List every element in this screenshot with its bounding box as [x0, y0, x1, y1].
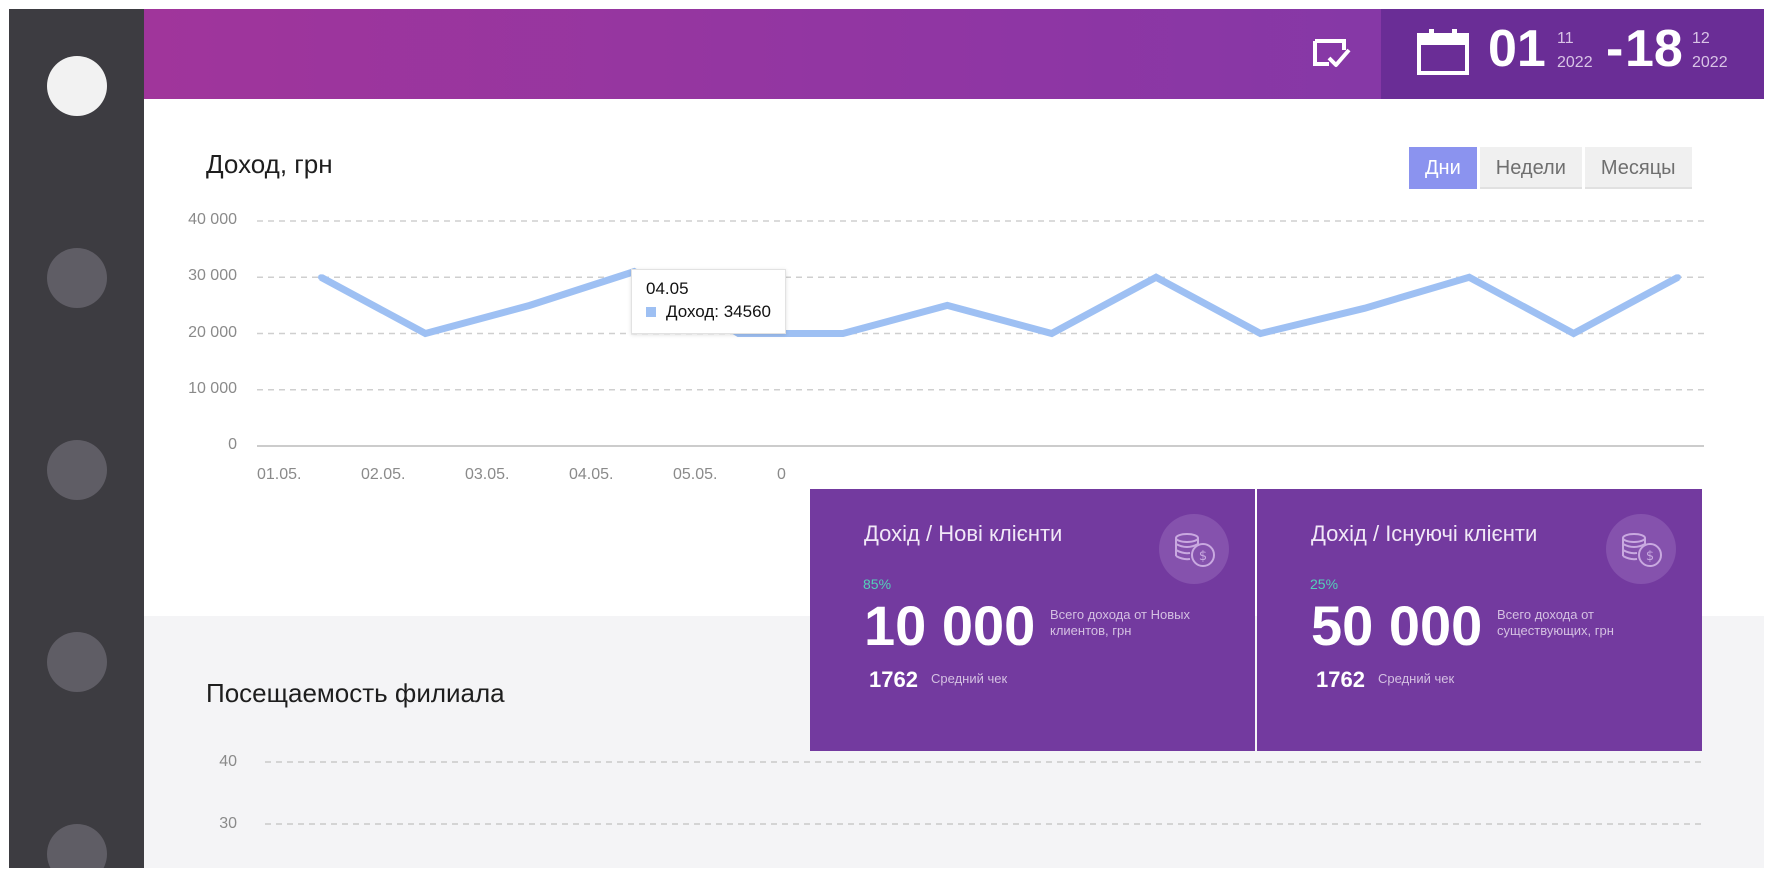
- tab-months[interactable]: Месяцы: [1584, 147, 1692, 189]
- card-description: Всего дохода от существующих, грн: [1497, 607, 1614, 638]
- x-tick-label: 03.05.: [465, 466, 510, 483]
- card-description: Всего дохода от Новых клиентов, грн: [1050, 607, 1190, 638]
- data-point[interactable]: [1361, 305, 1368, 312]
- chart-tooltip: 04.05 Доход: 34560: [631, 269, 786, 334]
- card-percent: 25%: [1310, 576, 1339, 592]
- income-title: Доход, грн: [206, 149, 333, 179]
- data-point[interactable]: [1153, 274, 1160, 281]
- data-point[interactable]: [422, 330, 429, 337]
- header-bar: 01 11 2022 - 18 12 2022: [144, 9, 1764, 99]
- date-range-picker[interactable]: 01 11 2022 - 18 12 2022: [1381, 9, 1764, 99]
- card-avg-value: 1762: [869, 667, 918, 692]
- date-separator: -: [1606, 20, 1624, 78]
- data-point[interactable]: [318, 274, 324, 281]
- data-point[interactable]: [1466, 274, 1473, 281]
- x-tick-label: 04.05.: [569, 466, 614, 483]
- data-point[interactable]: [1675, 274, 1681, 281]
- date-from-year: 2022: [1557, 54, 1593, 71]
- x-tick-label: 05.05.: [673, 466, 718, 483]
- sidebar-item-4[interactable]: [47, 632, 107, 692]
- coins-icon: $: [1606, 514, 1676, 584]
- data-point[interactable]: [839, 330, 846, 337]
- calendar-icon: [1417, 29, 1469, 75]
- attendance-y-tick: 30: [219, 815, 237, 832]
- y-tick-label: 10 000: [188, 379, 237, 397]
- sidebar-item-1[interactable]: [47, 56, 107, 116]
- sidebar-item-5[interactable]: [47, 824, 107, 868]
- tab-weeks[interactable]: Недели: [1479, 147, 1582, 189]
- attendance-y-tick: 40: [219, 753, 237, 770]
- date-to-month: 12: [1692, 30, 1710, 47]
- tooltip-date: 04.05: [646, 279, 689, 298]
- period-tabs: Дни Недели Месяцы: [1409, 147, 1692, 189]
- date-to-day: 18: [1625, 20, 1683, 78]
- sidebar-item-3[interactable]: [47, 440, 107, 500]
- stat-card-existing-clients: Дохід / Існуючі клієнти $ 25% 50 000 Все…: [1257, 489, 1702, 751]
- attendance-title: Посещаемость филиала: [206, 678, 505, 708]
- tooltip-swatch: [646, 307, 656, 317]
- y-tick-label: 20 000: [188, 323, 237, 341]
- card-avg-label: Средний чек: [931, 671, 1008, 686]
- data-point[interactable]: [1048, 330, 1055, 337]
- attendance-chart: [265, 761, 1706, 825]
- card-avg-label: Средний чек: [1378, 671, 1455, 686]
- card-total: 10 000: [864, 594, 1036, 657]
- sidebar: [9, 9, 144, 868]
- svg-text:$: $: [1646, 549, 1654, 564]
- coins-icon: $: [1159, 514, 1229, 584]
- date-from-day: 01: [1488, 20, 1546, 78]
- income-chart: [257, 220, 1704, 447]
- card-title: Дохід / Існуючі клієнти: [1311, 521, 1538, 546]
- stat-card-new-clients: Дохід / Нові клієнти $ 85% 10 000 Всего …: [810, 489, 1255, 751]
- sidebar-item-2[interactable]: [47, 248, 107, 308]
- date-from-month: 11: [1557, 30, 1574, 47]
- y-tick-label: 30 000: [188, 267, 237, 285]
- checklist-icon: [1313, 39, 1351, 67]
- x-tick-label: 02.05.: [361, 466, 406, 483]
- data-point[interactable]: [944, 302, 951, 309]
- x-tick-label: 01.05.: [257, 466, 302, 483]
- svg-text:$: $: [1199, 549, 1207, 564]
- data-point[interactable]: [526, 302, 533, 309]
- y-tick-label: 40 000: [188, 211, 237, 228]
- data-point[interactable]: [1570, 330, 1577, 337]
- app-frame: 01 11 2022 - 18 12 2022 Доход, грн Дни Н…: [9, 9, 1764, 868]
- checklist-button[interactable]: [1312, 36, 1352, 72]
- card-title: Дохід / Нові клієнти: [864, 521, 1063, 546]
- tooltip-value: Доход: 34560: [666, 302, 771, 321]
- card-percent: 85%: [863, 576, 892, 592]
- data-point[interactable]: [1257, 330, 1264, 337]
- x-tick-label: 0: [777, 466, 786, 483]
- card-avg-value: 1762: [1316, 667, 1365, 692]
- y-tick-label: 0: [228, 436, 237, 453]
- card-total: 50 000: [1311, 594, 1483, 657]
- series-line-income: [319, 267, 1680, 338]
- date-to-year: 2022: [1692, 54, 1728, 71]
- tab-days[interactable]: Дни: [1409, 147, 1477, 189]
